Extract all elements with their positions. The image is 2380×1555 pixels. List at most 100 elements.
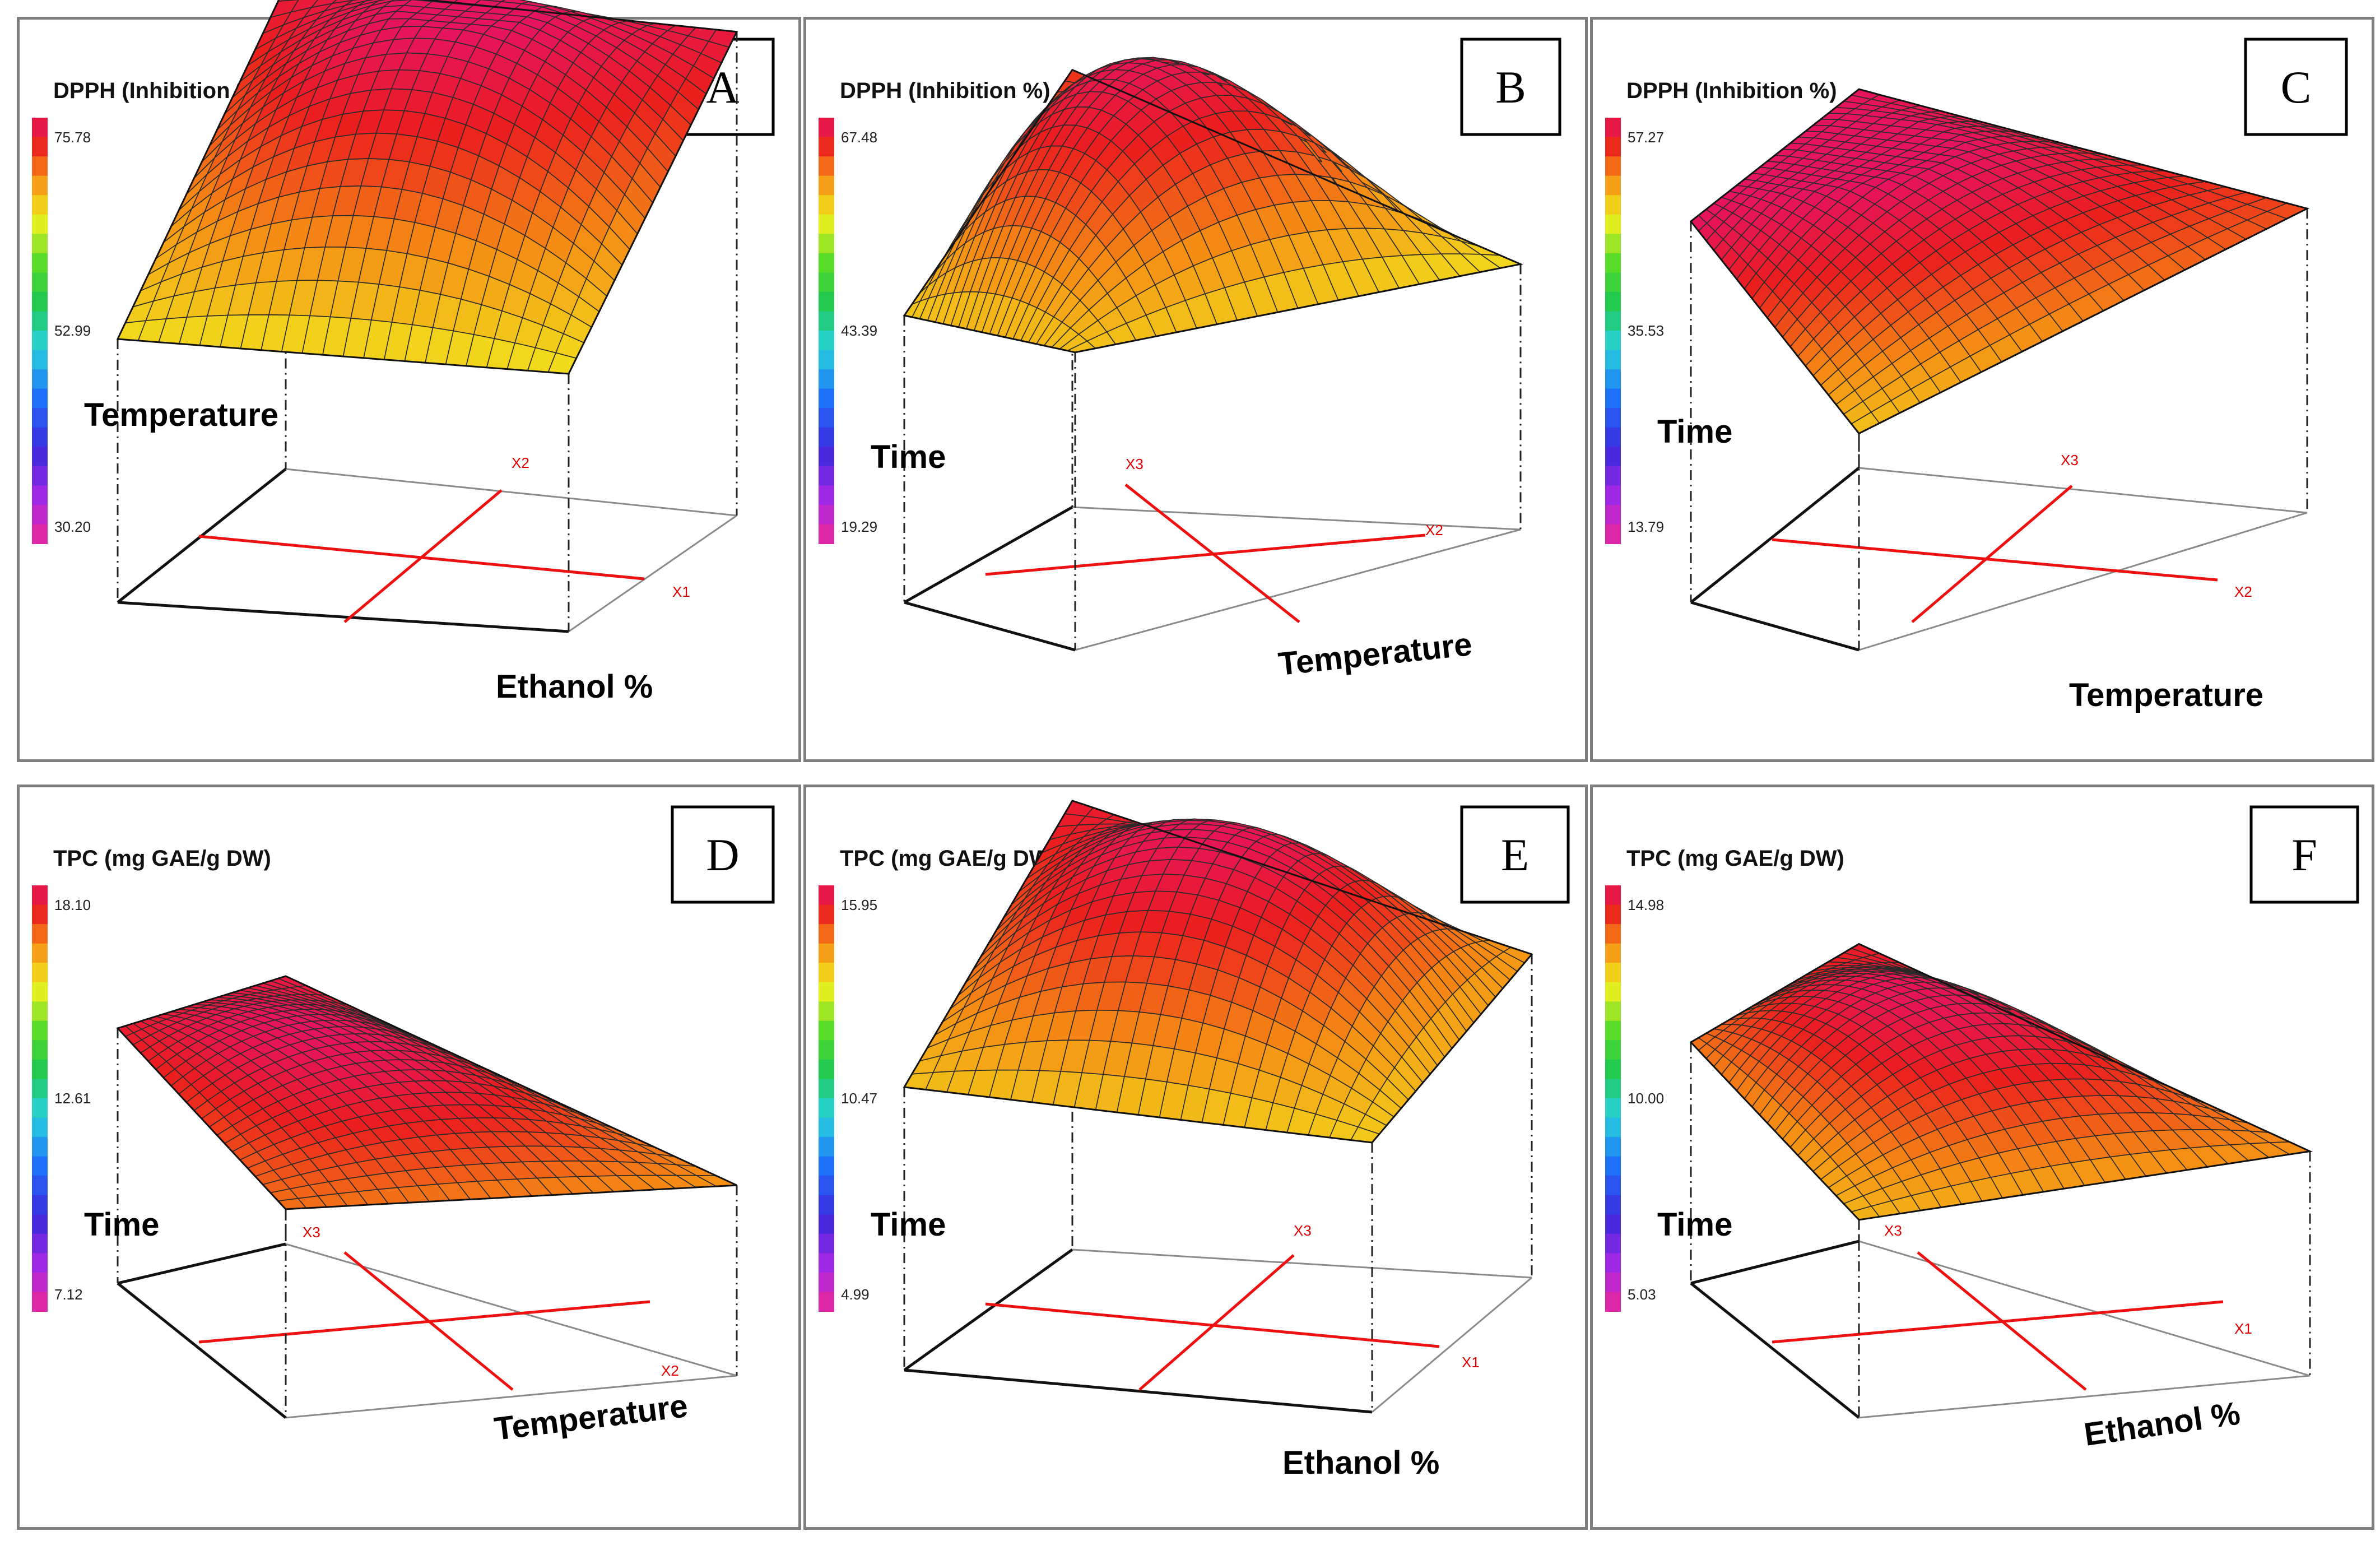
base-edge-front-right <box>1858 512 2308 651</box>
color-scale-segment <box>32 311 48 331</box>
surface-outline <box>116 975 737 1210</box>
factor-label-right: X2 <box>661 1362 679 1379</box>
panel-f: TPC (mg GAE/g DW) F 14.98 10.00 5.03 X3 X1 Time… <box>1590 785 2374 1530</box>
color-scale-segment <box>819 504 834 525</box>
color-scale-segment <box>1605 1253 1621 1273</box>
color-scale-segment <box>1605 904 1621 925</box>
panel-b: DPPH (Inhibition %) B 67.48 43.39 19.29 X3 X2 T… <box>803 17 1588 762</box>
axis-label-left: Time <box>871 1206 946 1243</box>
z-axis-title: TPC (mg GAE/g DW) <box>1626 846 1844 871</box>
color-scale-segment <box>32 447 48 467</box>
color-scale-segment <box>32 156 48 177</box>
color-scale-segment <box>1605 350 1621 370</box>
color-scale-segment <box>1605 1292 1621 1312</box>
factor-label-back: X2 <box>512 454 529 471</box>
center-line-2 <box>343 1251 514 1391</box>
color-scale-segment <box>819 137 834 157</box>
color-scale-segment <box>32 1214 48 1234</box>
color-scale-segment <box>32 504 48 525</box>
panel-letter-box <box>2244 38 2348 136</box>
scale-tick-label: 14.98 <box>1628 897 1664 913</box>
base-edge-back-left <box>903 1248 1073 1372</box>
color-scale-segment <box>1605 924 1621 944</box>
surface-mesh <box>903 800 1533 1143</box>
base-edge-front-left <box>1690 601 1860 652</box>
color-scale-segment <box>32 1040 48 1060</box>
color-scale-segment <box>32 1059 48 1080</box>
color-scale-segment <box>32 1020 48 1041</box>
base-edge-front-right <box>1372 1277 1532 1413</box>
color-scale-segment <box>819 1079 834 1099</box>
color-scale-segment <box>32 137 48 157</box>
color-scale-segment <box>32 118 48 138</box>
color-scale-segment <box>819 1195 834 1215</box>
base-edge-back-left <box>903 505 1073 604</box>
base-edge-front-left <box>1690 1282 1860 1419</box>
color-scale-segment <box>32 388 48 409</box>
color-scale-segment <box>1605 1233 1621 1254</box>
center-line-1 <box>198 1300 650 1344</box>
scale-tick-label: 4.99 <box>841 1286 870 1303</box>
color-scale-segment <box>1605 408 1621 428</box>
scale-tick-label: 75.78 <box>54 129 91 146</box>
surface-plot-svg: TPC (mg GAE/g DW) E 15.95 10.47 4.99 X3 X1 Time… <box>819 800 1570 1481</box>
base-edge-back-left <box>1690 467 1860 604</box>
color-scale-segment <box>1605 447 1621 467</box>
color-scale-segment <box>32 1272 48 1293</box>
panel-letter: C <box>2281 62 2312 113</box>
color-scale-segment <box>1605 118 1621 138</box>
color-scale-segment <box>819 234 834 254</box>
scale-tick-label: 18.10 <box>54 897 91 913</box>
surface-plot-svg: TPC (mg GAE/g DW) D 18.10 12.61 7.12 X3 X2 Time… <box>32 805 775 1447</box>
z-axis-title: TPC (mg GAE/g DW) <box>53 846 271 871</box>
color-scale-segment <box>32 1079 48 1099</box>
color-scale-segment <box>819 253 834 273</box>
color-scale-segment <box>32 466 48 486</box>
color-scale-segment <box>32 904 48 925</box>
color-scale-segment <box>819 291 834 312</box>
factor-label-back: X3 <box>1126 456 1143 472</box>
color-scale-segment <box>819 1253 834 1273</box>
color-scale-segment <box>32 1253 48 1273</box>
z-axis-title: DPPH (Inhibition %) <box>53 78 264 103</box>
color-scale-segment <box>1605 1176 1621 1196</box>
color-scale-segment <box>1605 1059 1621 1080</box>
base-edge-back-left <box>117 1242 286 1285</box>
surface-mesh <box>117 976 737 1210</box>
panel-letter: F <box>2291 829 2317 880</box>
color-scale-segment <box>32 485 48 505</box>
factor-label-back: X3 <box>1884 1222 1902 1239</box>
color-scale-segment <box>1605 1137 1621 1157</box>
color-scale-segment <box>819 1040 834 1060</box>
panel-letter: E <box>1501 829 1529 880</box>
color-scale-segment <box>819 311 834 331</box>
factor-label-right: X1 <box>1462 1354 1480 1371</box>
color-scale-segment <box>819 466 834 486</box>
surface-outline <box>116 0 738 375</box>
color-scale-segment <box>32 1292 48 1312</box>
center-line-1 <box>985 533 1426 576</box>
scale-tick-label: 19.29 <box>841 518 877 535</box>
color-scale-segment <box>1605 369 1621 389</box>
color-scale-segment <box>819 1098 834 1118</box>
color-scale-segment <box>819 943 834 964</box>
scale-tick-label: 12.61 <box>54 1090 91 1107</box>
color-scale-segment <box>1605 885 1621 906</box>
color-scale-segment <box>819 1137 834 1157</box>
base-edge-front-right <box>568 514 737 633</box>
color-scale-segment <box>32 885 48 906</box>
surface-outline <box>1689 88 2310 435</box>
color-scale-segment <box>32 331 48 351</box>
color-scale-segment <box>819 1059 834 1080</box>
color-scale-segment <box>819 447 834 467</box>
color-scale-segment <box>1605 156 1621 177</box>
color-scale-segment <box>819 195 834 215</box>
color-scale-segment <box>32 408 48 428</box>
color-scale-segment <box>32 214 48 235</box>
color-scale-segment <box>819 1020 834 1041</box>
axis-label-right: Ethanol % <box>496 669 653 705</box>
color-scale-segment <box>1605 195 1621 215</box>
base-edge-front-right <box>1858 1375 2311 1419</box>
color-scale-segment <box>1605 1117 1621 1138</box>
